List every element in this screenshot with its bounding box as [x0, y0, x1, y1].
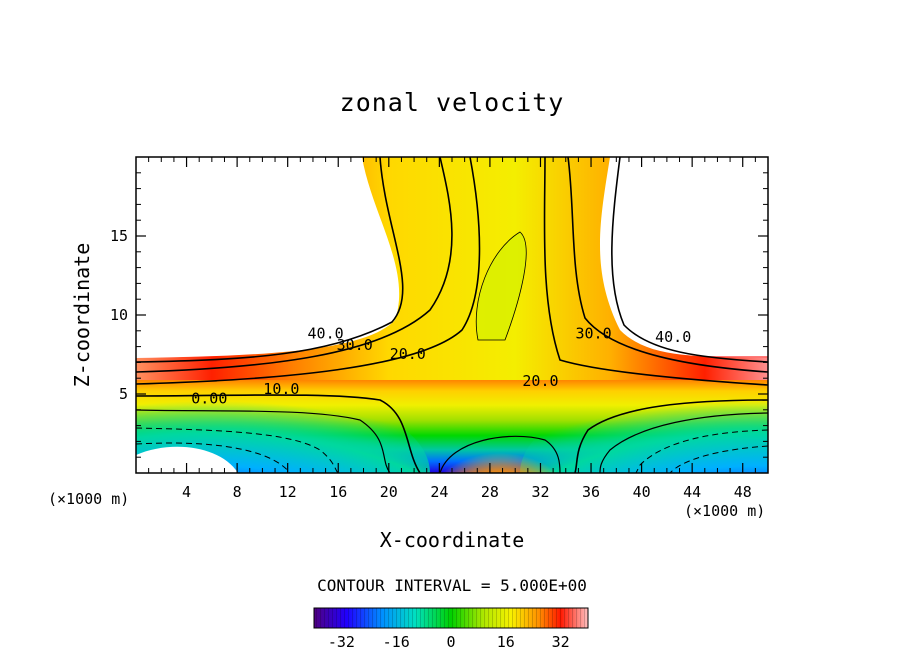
left-lobe	[136, 383, 430, 473]
contour-lines	[136, 157, 768, 473]
x-tick-label: 44	[683, 483, 701, 501]
colorbar-tick-label: 16	[497, 633, 515, 651]
y-tick-label: 10	[110, 306, 128, 324]
contour-label: 40.0	[308, 325, 344, 343]
x-tick-label: 32	[531, 483, 549, 501]
x-unit-label-left: (×1000 m)	[48, 490, 130, 508]
x-tick-label: 16	[329, 483, 347, 501]
colorbar-ticks: -32 -16 0 16 32	[328, 633, 570, 651]
x-tick-label: 36	[582, 483, 600, 501]
y-axis-label: Z-coordinate	[70, 242, 94, 388]
x-tick-label: 4	[182, 483, 191, 501]
bottom-hotspot	[440, 423, 560, 473]
inner-core	[476, 232, 527, 340]
x-tick-label: 28	[481, 483, 499, 501]
contour-label: 40.0	[655, 328, 691, 346]
y-tick-label: 5	[119, 385, 128, 403]
white-region-right	[624, 157, 768, 356]
x-tick-label: 24	[430, 483, 448, 501]
x-tick-label: 40	[633, 483, 651, 501]
contour-label: 20.0	[390, 345, 426, 363]
right-lobe	[520, 383, 768, 473]
white-region-bottom-left	[136, 446, 238, 473]
y-axis-ticks: 5 10 15	[110, 172, 768, 458]
x-axis-label: X-coordinate	[379, 528, 525, 552]
white-region-left	[136, 157, 400, 358]
colorbar-tick-label: 32	[552, 633, 570, 651]
x-tick-label: 48	[734, 483, 752, 501]
contour-interval: CONTOUR INTERVAL = 5.000E+00	[317, 576, 587, 595]
x-tick-label: 20	[380, 483, 398, 501]
chart-title: zonal velocity	[339, 88, 565, 117]
x-axis-ticks: 4 8 12 16 20 24 28 32 36 40 44 48	[148, 157, 756, 501]
contour-label: 0.00	[191, 389, 227, 407]
x-tick-label: 8	[233, 483, 242, 501]
colorbar-tick-label: -32	[328, 633, 355, 651]
y-tick-label: 15	[110, 227, 128, 245]
colorbar-tick-label: 0	[446, 633, 455, 651]
central-column	[136, 157, 768, 380]
x-unit-label-right: (×1000 m)	[684, 502, 766, 520]
colorbar-tick-label: -16	[383, 633, 410, 651]
contour-label: 30.0	[576, 325, 612, 343]
contour-label: 20.0	[522, 372, 558, 390]
contour-label: 30.0	[337, 336, 373, 354]
x-tick-label: 12	[279, 483, 297, 501]
contour-label: 10.0	[263, 380, 299, 398]
colorbar-stripes	[314, 608, 588, 628]
